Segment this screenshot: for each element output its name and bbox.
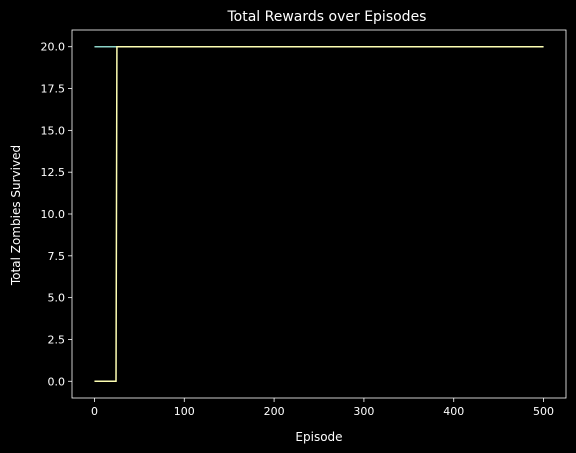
series-line-2 xyxy=(94,45,544,383)
x-axis-label: Episode xyxy=(295,430,342,444)
y-tick-label: 5.0 xyxy=(48,292,66,305)
axes-layer: 0 100 200 300 400 500 0.0 2.5 5.0 7.5 10.0 12.5 15.0… xyxy=(41,29,567,418)
x-tick-label: 200 xyxy=(264,405,285,418)
y-tick-label: 0.0 xyxy=(48,375,66,388)
y-tick-label: 2.5 xyxy=(48,333,66,346)
x-tick-label: 500 xyxy=(533,405,554,418)
chart-title: Total Rewards over Episodes xyxy=(227,9,427,25)
y-tick-label: 17.5 xyxy=(41,83,66,96)
y-tick-label: 10.0 xyxy=(41,208,66,221)
x-tick-label: 100 xyxy=(174,405,195,418)
x-tick-label: 400 xyxy=(443,405,464,418)
y-tick-label: 20.0 xyxy=(41,41,66,54)
x-tick-label: 0 xyxy=(91,405,98,418)
y-tick-label: 15.0 xyxy=(41,124,66,137)
y-tick-label: 12.5 xyxy=(41,166,66,179)
y-tick-label: 7.5 xyxy=(48,250,66,263)
y-axis-label: Total Zombies Survived xyxy=(9,145,23,286)
x-tick-label: 300 xyxy=(353,405,374,418)
series-layer xyxy=(94,45,544,383)
